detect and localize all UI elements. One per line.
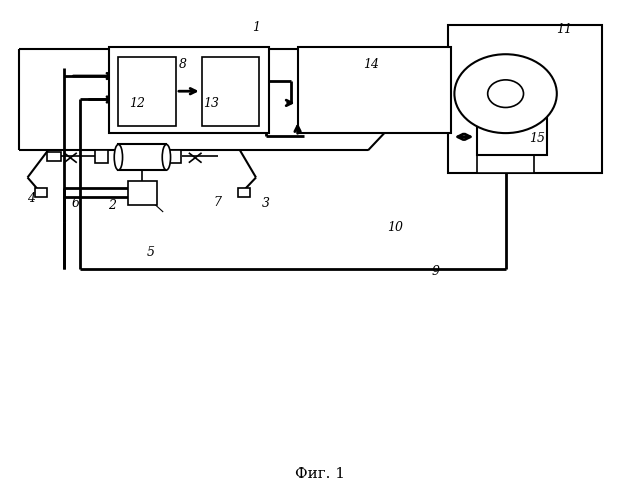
Text: 4: 4 (27, 192, 35, 205)
Bar (128, 181, 157, 205)
Text: 15: 15 (530, 132, 545, 144)
Circle shape (488, 80, 524, 107)
Text: 6: 6 (72, 197, 79, 210)
Circle shape (454, 54, 557, 133)
Bar (35, 188, 47, 197)
Text: 8: 8 (179, 58, 186, 70)
Bar (118, 144, 166, 170)
Text: 9: 9 (431, 265, 439, 278)
Bar (298, 47, 451, 133)
Text: 14: 14 (364, 58, 379, 70)
Text: Фиг. 1: Фиг. 1 (295, 467, 345, 481)
Bar (118, 57, 176, 126)
Bar (109, 47, 269, 133)
Text: 3: 3 (262, 197, 269, 210)
Text: 1: 1 (252, 21, 260, 34)
Text: 10: 10 (388, 221, 404, 234)
Bar (448, 25, 602, 173)
Text: 5: 5 (147, 246, 154, 259)
Bar (477, 143, 534, 173)
Text: 7: 7 (214, 196, 221, 209)
Bar (238, 188, 250, 197)
Ellipse shape (163, 144, 170, 170)
Ellipse shape (115, 144, 123, 170)
Polygon shape (184, 85, 257, 114)
Bar (95, 150, 108, 163)
Bar (202, 57, 259, 126)
Bar (168, 150, 181, 163)
Bar (47, 152, 61, 161)
Text: 2: 2 (108, 199, 116, 212)
Text: 12: 12 (129, 97, 146, 110)
Text: 13: 13 (204, 97, 219, 110)
Bar (477, 118, 547, 155)
Text: 11: 11 (557, 23, 573, 36)
